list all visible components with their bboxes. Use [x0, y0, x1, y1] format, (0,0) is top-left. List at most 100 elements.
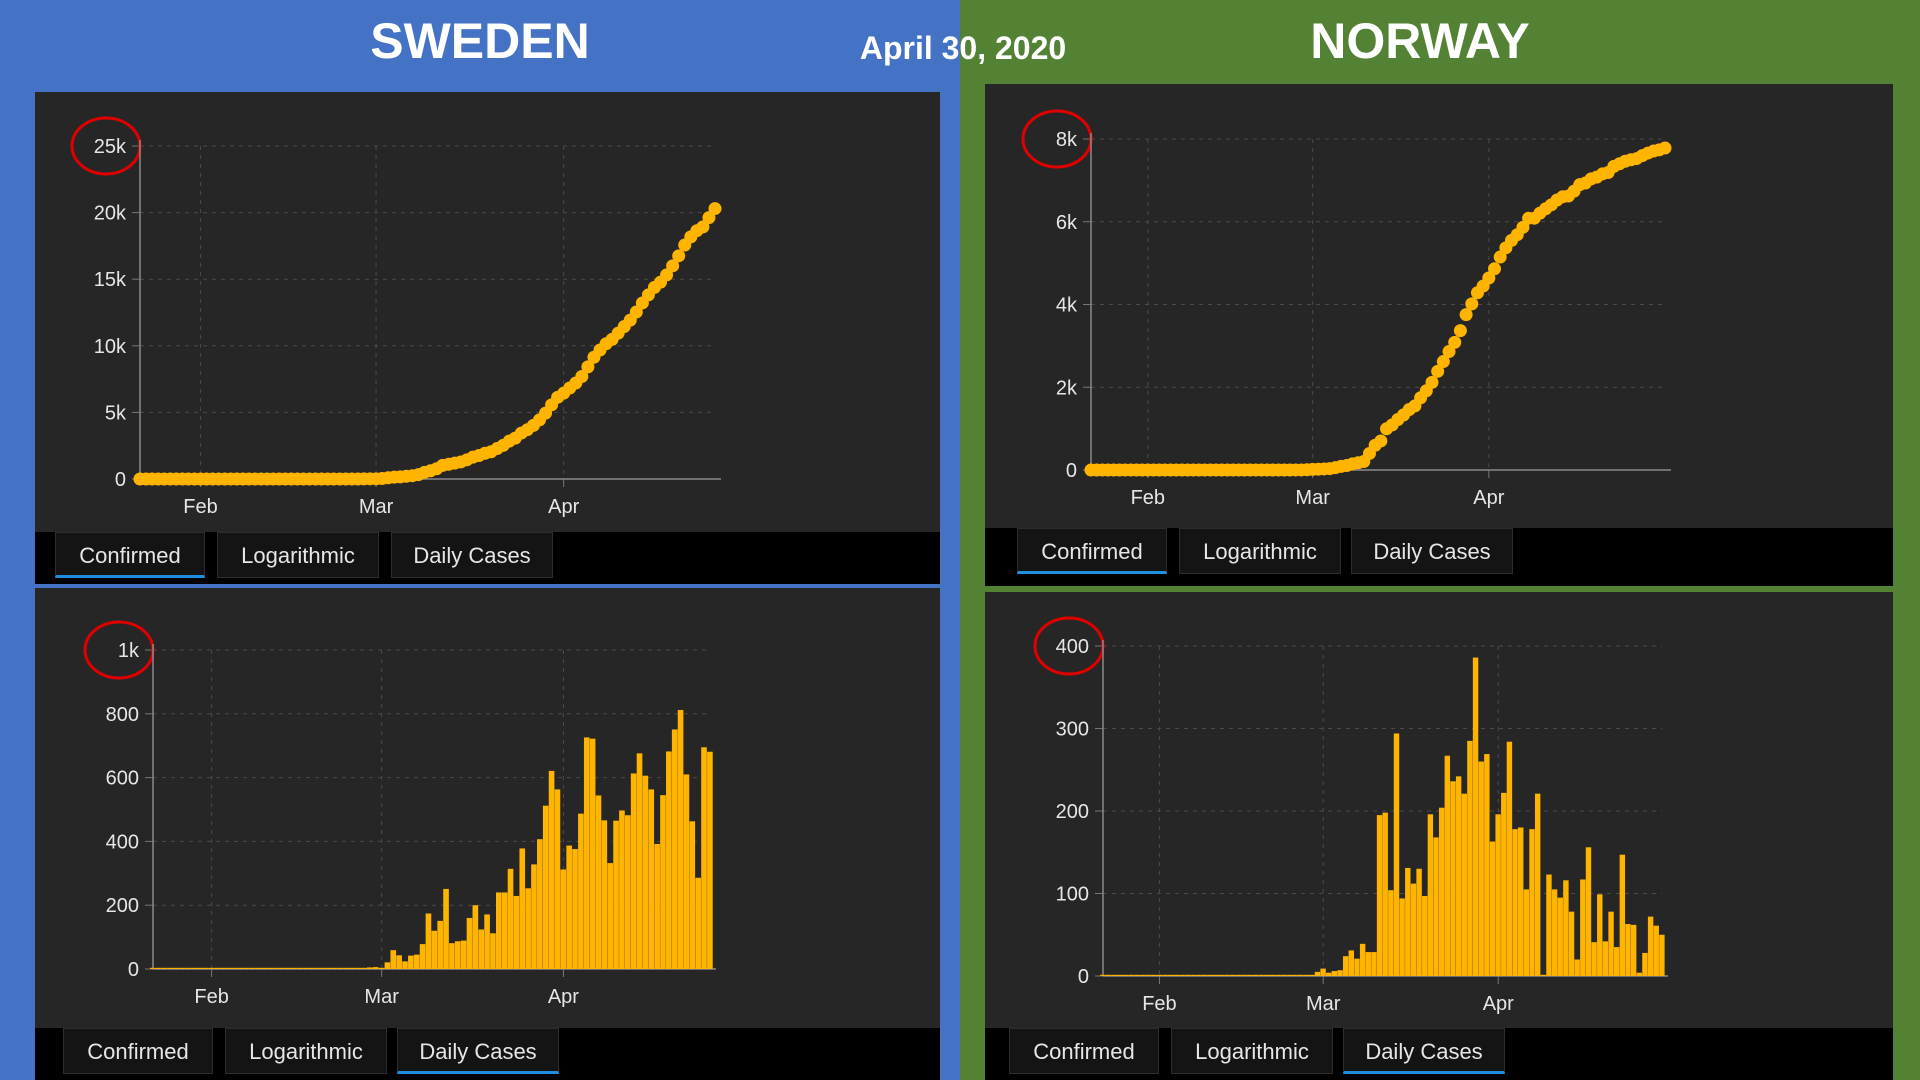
bar: [226, 967, 232, 969]
bar: [1540, 974, 1547, 976]
bar: [648, 789, 655, 969]
bar: [1467, 740, 1473, 976]
tab-confirmed[interactable]: Confirmed: [55, 532, 205, 578]
bar: [689, 821, 696, 969]
bar: [1167, 974, 1174, 976]
bar: [1422, 895, 1428, 976]
x-tick-label: Apr: [548, 986, 579, 1008]
bar: [1534, 793, 1541, 976]
bar: [1518, 827, 1524, 976]
tab-daily-cases[interactable]: Daily Cases: [1343, 1028, 1505, 1074]
y-tick-label: 20k: [94, 203, 127, 225]
tab-daily-cases[interactable]: Daily Cases: [397, 1028, 559, 1074]
bar: [1602, 941, 1609, 976]
data-point: [1658, 141, 1672, 155]
tab-confirmed[interactable]: Confirmed: [1017, 528, 1167, 574]
tab-daily-cases[interactable]: Daily Cases: [391, 532, 553, 578]
tab-logarithmic[interactable]: Logarithmic: [217, 532, 379, 578]
data-point: [1459, 308, 1473, 322]
bar: [1388, 890, 1394, 976]
bar: [607, 863, 614, 969]
bar: [1207, 974, 1213, 976]
sweden-confirmed-panel: 0 5k 10k 15k 20k 25k Feb Mar Apr Confirmed Logar…: [35, 92, 940, 584]
sweden-confirmed-tabs: Confirmed Logarithmic Daily Cases: [35, 532, 940, 582]
bar: [232, 967, 238, 969]
bar: [378, 967, 385, 969]
bar: [1478, 761, 1484, 976]
bar: [624, 815, 631, 969]
bar: [1150, 974, 1157, 976]
y-tick-label: 10k: [94, 336, 127, 358]
bar: [1218, 974, 1225, 976]
bar: [302, 967, 309, 969]
bar: [308, 967, 315, 969]
bar: [560, 869, 567, 969]
bar: [1393, 733, 1400, 976]
bar: [642, 775, 649, 969]
bar: [531, 864, 537, 969]
y-tick-label: 800: [106, 704, 139, 726]
bar: [208, 967, 215, 969]
plot-background: [985, 84, 1893, 528]
sweden-daily-chart: 0 200 400 600 800 1k Feb Mar Apr: [35, 588, 940, 1028]
data-series: [1084, 141, 1672, 477]
bar: [1523, 889, 1530, 976]
bar: [478, 929, 485, 969]
y-tick-label: 4k: [1056, 295, 1078, 317]
tab-confirmed[interactable]: Confirmed: [1009, 1028, 1159, 1074]
data-series: [133, 202, 722, 486]
bar: [1636, 972, 1643, 976]
bar: [1230, 974, 1236, 976]
x-tick-label: Feb: [1131, 487, 1165, 509]
x-tick-label: Mar: [364, 986, 399, 1008]
tab-logarithmic[interactable]: Logarithmic: [1179, 528, 1341, 574]
bar: [1501, 792, 1507, 976]
data-point: [581, 360, 595, 374]
bar: [654, 843, 660, 969]
tab-logarithmic[interactable]: Logarithmic: [1171, 1028, 1333, 1074]
bar: [1184, 974, 1191, 976]
bar: [279, 967, 285, 969]
bar: [1280, 974, 1287, 976]
bar: [1642, 952, 1648, 976]
bar: [1128, 974, 1134, 976]
bar: [1213, 974, 1219, 976]
bar: [443, 888, 449, 969]
bar: [361, 967, 367, 969]
tab-daily-cases[interactable]: Daily Cases: [1351, 528, 1513, 574]
bar: [548, 770, 555, 969]
bar: [1100, 974, 1106, 976]
bar: [1399, 898, 1405, 976]
bar: [396, 955, 402, 969]
bar: [214, 967, 221, 969]
bar: [1608, 911, 1614, 976]
bar: [261, 967, 268, 969]
bar: [1551, 889, 1558, 976]
bar: [202, 967, 209, 969]
bar: [367, 967, 373, 969]
bar: [155, 967, 162, 969]
plot-background: [35, 92, 940, 532]
tab-logarithmic[interactable]: Logarithmic: [225, 1028, 387, 1074]
bar: [1134, 974, 1140, 976]
bar: [1275, 974, 1281, 976]
tab-confirmed[interactable]: Confirmed: [63, 1028, 213, 1074]
y-tick-label: 300: [1056, 719, 1089, 741]
bar: [161, 967, 168, 969]
bar: [255, 967, 262, 969]
norway-title: NORWAY: [1310, 13, 1530, 69]
bar: [431, 930, 438, 969]
data-point: [1465, 297, 1479, 311]
bar: [325, 967, 332, 969]
bar: [1117, 974, 1123, 976]
bar: [1122, 974, 1129, 976]
norway-confirmed-tabs: Confirmed Logarithmic Daily Cases: [985, 528, 1893, 578]
data-point: [1448, 335, 1462, 349]
data-point: [1425, 375, 1439, 389]
bar: [296, 967, 303, 969]
bar: [449, 943, 455, 969]
bar: [507, 868, 514, 969]
bar: [238, 967, 244, 969]
bar: [490, 933, 496, 969]
bar: [677, 709, 684, 969]
